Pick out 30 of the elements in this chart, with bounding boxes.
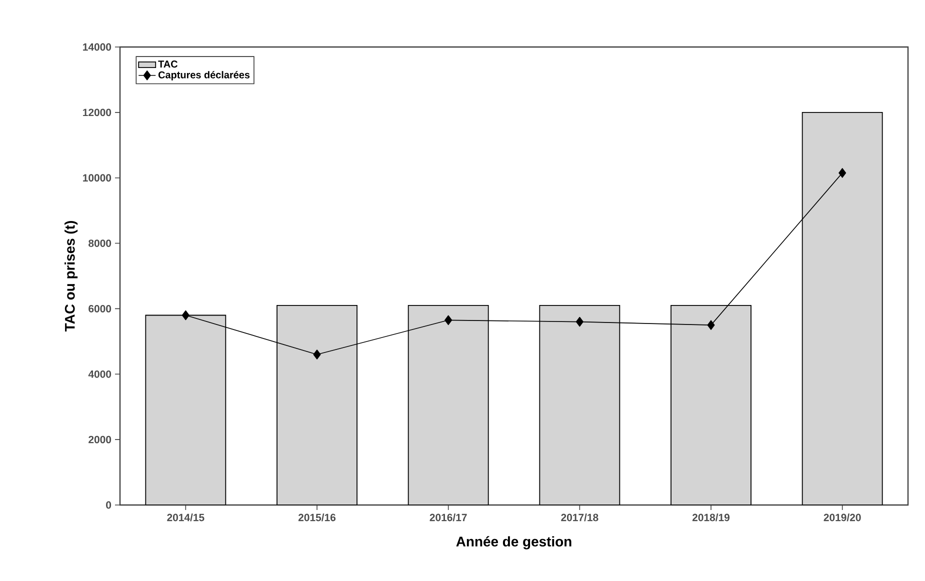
y-axis-title: TAC ou prises (t) <box>64 221 78 332</box>
legend-label: TAC <box>158 60 178 68</box>
x-axis-title: Année de gestion <box>456 536 572 550</box>
legend-label: Captures déclarées <box>158 70 250 80</box>
bar <box>408 304 489 505</box>
point <box>576 316 584 327</box>
bar <box>802 112 883 505</box>
y-tick-label: 4000 <box>88 370 112 378</box>
y-tick-label: 12000 <box>83 108 112 116</box>
y-tick-label: 6000 <box>88 305 112 312</box>
bar <box>671 305 752 505</box>
point <box>444 315 452 326</box>
point <box>707 320 715 330</box>
y-tick-label: 10000 <box>83 174 112 182</box>
bar <box>276 304 358 505</box>
x-tick-label: 2015/16 <box>298 514 336 522</box>
y-tick-label: 14000 <box>83 43 112 51</box>
bar <box>145 314 226 505</box>
x-tick-label: 2017/18 <box>561 514 598 522</box>
x-tick-label: 2019/20 <box>824 514 861 522</box>
point <box>838 168 846 178</box>
point <box>313 350 321 360</box>
x-tick-label: 2014/15 <box>167 514 204 522</box>
y-tick-label: 8000 <box>88 240 112 247</box>
y-tick-label: 0 <box>106 501 112 509</box>
point <box>182 310 190 320</box>
bar <box>539 304 620 505</box>
x-tick-label: 2018/19 <box>692 514 730 522</box>
y-tick-label: 2000 <box>88 436 112 444</box>
x-tick-label: 2016/17 <box>430 514 467 522</box>
